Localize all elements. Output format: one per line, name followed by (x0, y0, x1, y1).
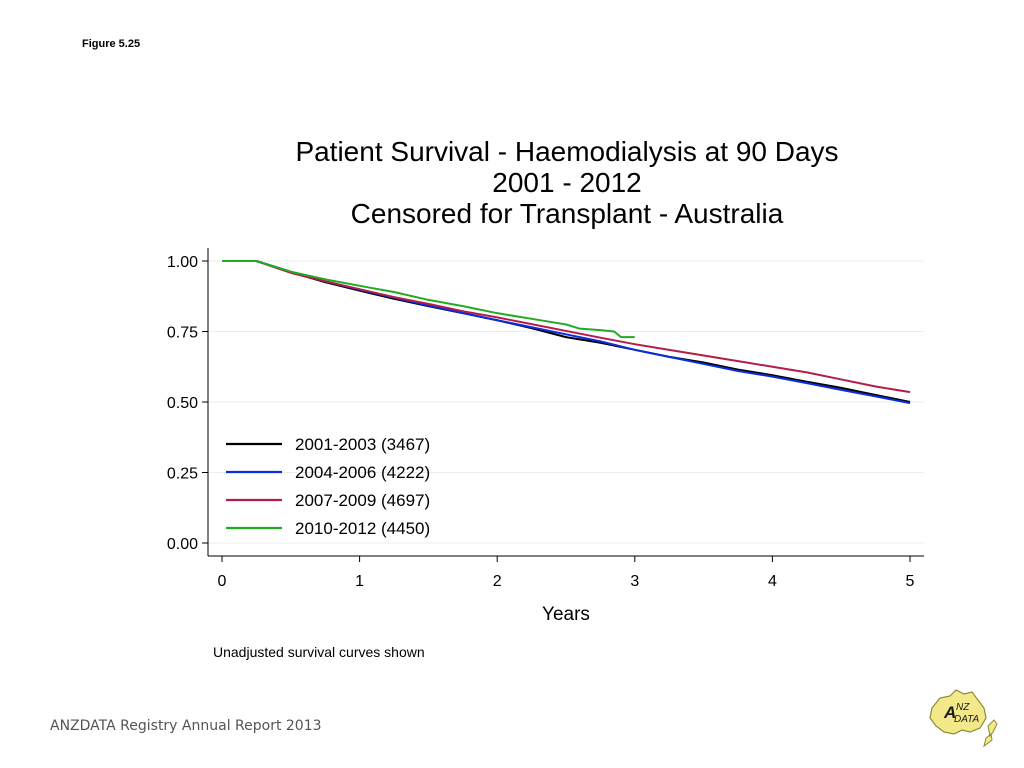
y-tick-label-2: 0.50 (167, 395, 198, 412)
svg-text:A: A (943, 703, 956, 722)
svg-text:DATA: DATA (954, 714, 980, 725)
chart-note: Unadjusted survival curves shown (213, 644, 425, 660)
x-axis-title: Years (542, 604, 590, 625)
y-tick-label-4: 1.00 (167, 254, 198, 271)
y-tick-label-1: 0.25 (167, 466, 198, 483)
legend-label-1: 2004-2006 (4222) (295, 463, 430, 482)
anzdata-logo: A NZ DATA (929, 689, 998, 748)
chart-title-line-3: Censored for Transplant - Australia (350, 198, 784, 229)
footer-text: ANZDATA Registry Annual Report 2013 (50, 718, 322, 734)
chart-title: Patient Survival - Haemodialysis at 90 D… (210, 136, 924, 229)
y-tick-label-0: 0.00 (167, 536, 198, 553)
x-tick-label-1: 1 (355, 573, 364, 590)
chart-title-line-1: Patient Survival - Haemodialysis at 90 D… (295, 136, 839, 167)
x-tick-label-4: 4 (768, 573, 777, 590)
series-line-2 (222, 260, 911, 394)
legend-label-2: 2007-2009 (4697) (295, 491, 430, 510)
x-tick-label-5: 5 (906, 573, 915, 590)
x-tick-label-2: 2 (493, 573, 502, 590)
legend-label-0: 2001-2003 (3467) (295, 435, 430, 454)
y-tick-label-3: 0.75 (167, 325, 198, 342)
legend-label-3: 2010-2012 (4450) (295, 519, 430, 538)
figure-label: Figure 5.25 (82, 38, 141, 50)
svg-text:NZ: NZ (956, 702, 970, 713)
australia-map-icon (929, 689, 987, 735)
new-zealand-map-icon (983, 719, 998, 748)
x-tick-label-3: 3 (630, 573, 639, 590)
chart-title-line-2: 2001 - 2012 (492, 167, 642, 198)
series-line-3 (222, 260, 635, 339)
x-tick-label-0: 0 (218, 573, 227, 590)
